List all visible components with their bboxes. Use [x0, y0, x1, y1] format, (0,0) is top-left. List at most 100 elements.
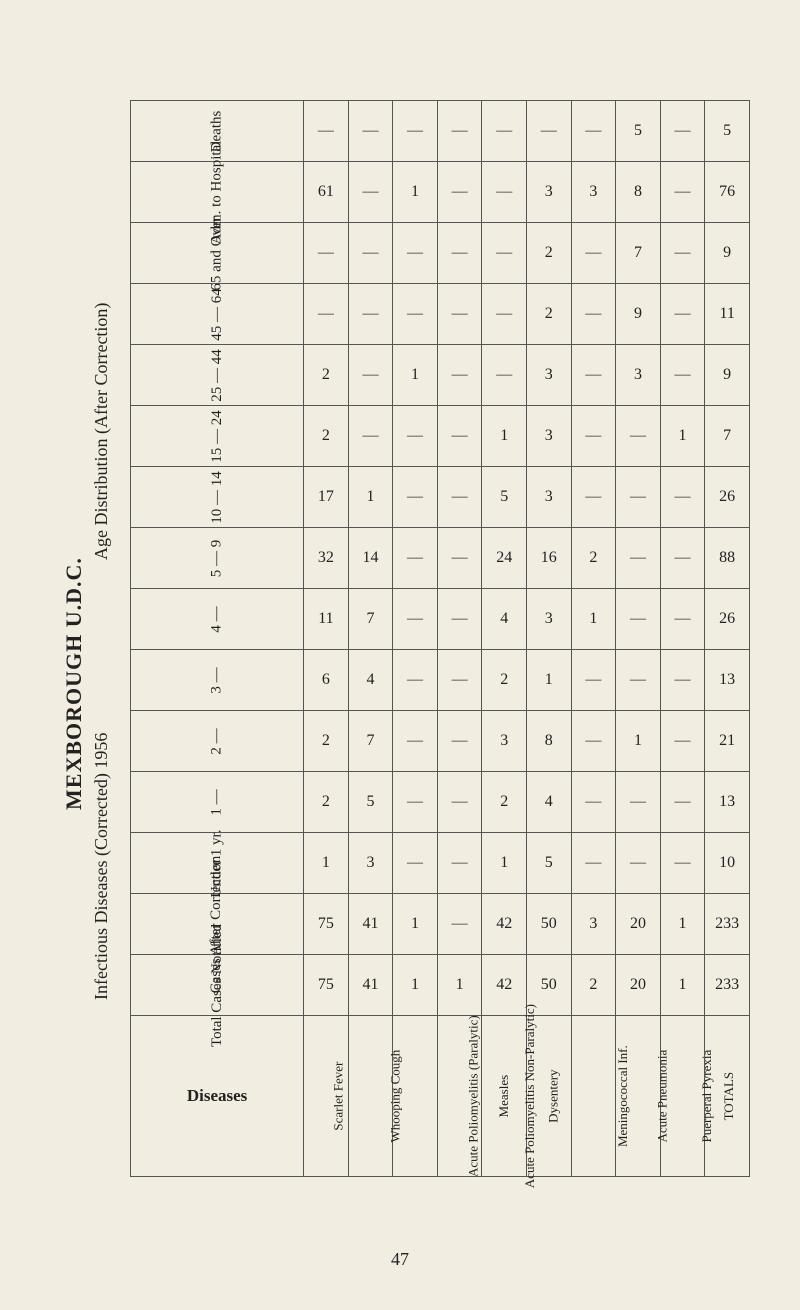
subtitle-2: Age Distribution (After Correction) — [91, 303, 112, 560]
data-cell: 4 — [482, 589, 527, 650]
data-cell — [393, 650, 438, 711]
data-cell: 20 — [616, 955, 661, 1016]
row-header-label: 5 — 9 — [209, 540, 226, 578]
data-cell — [571, 833, 616, 894]
column-header: Meningococcal Inf. — [571, 1016, 616, 1177]
row-header-label: 10 — 14 — [209, 471, 226, 524]
data-cell: 1 — [304, 833, 349, 894]
table-row: 5 — 932142416288 — [131, 528, 750, 589]
data-cell: 41 — [348, 894, 393, 955]
table-wrap: Deaths55Adm. to Hospital6113387665 and O… — [130, 100, 750, 1177]
data-cell — [304, 101, 349, 162]
data-cell: 24 — [482, 528, 527, 589]
data-cell — [393, 406, 438, 467]
data-cell: 1 — [482, 833, 527, 894]
data-cell — [482, 284, 527, 345]
data-cell: 1 — [393, 345, 438, 406]
column-header-label: Puerperal Pyrexia — [700, 1050, 714, 1143]
data-cell: 13 — [705, 650, 750, 711]
table-row: 15 — 2421317 — [131, 406, 750, 467]
data-cell: 75 — [304, 955, 349, 1016]
column-header-label: Scarlet Fever — [331, 1062, 345, 1131]
data-cell — [437, 467, 482, 528]
data-cell: 8 — [527, 711, 572, 772]
data-cell — [393, 101, 438, 162]
data-cell — [482, 223, 527, 284]
data-cell: 1 — [482, 406, 527, 467]
data-cell: 7 — [705, 406, 750, 467]
data-cell — [437, 345, 482, 406]
data-cell — [348, 345, 393, 406]
row-header: 25 — 44 — [131, 345, 304, 406]
data-cell — [393, 711, 438, 772]
data-cell — [571, 711, 616, 772]
data-cell — [482, 101, 527, 162]
diseases-label: Diseases — [187, 1086, 247, 1105]
data-cell: 17 — [304, 467, 349, 528]
data-cell — [437, 223, 482, 284]
data-cell — [437, 528, 482, 589]
data-cell: 9 — [705, 223, 750, 284]
data-cell — [348, 284, 393, 345]
data-cell: 1 — [393, 894, 438, 955]
data-cell — [571, 345, 616, 406]
column-header-label: Acute Poliomyelitis (Paralytic) — [467, 1015, 481, 1177]
row-header: 15 — 24 — [131, 406, 304, 467]
table-row: 3 —642113 — [131, 650, 750, 711]
page: MEXBOROUGH U.D.C. Infectious Diseases (C… — [0, 0, 800, 1310]
data-cell: 3 — [348, 833, 393, 894]
column-header-label: Acute Pneumonia — [655, 1050, 669, 1143]
data-cell: 3 — [571, 894, 616, 955]
data-cell — [393, 833, 438, 894]
data-cell: 3 — [527, 589, 572, 650]
data-cell — [393, 528, 438, 589]
row-header: 1 — — [131, 772, 304, 833]
subtitle-1: Infectious Diseases (Corrected) 1956 — [91, 733, 112, 1000]
table-row: 1 —252413 — [131, 772, 750, 833]
data-cell — [393, 284, 438, 345]
data-cell: 7 — [616, 223, 661, 284]
data-cell: 3 — [527, 345, 572, 406]
data-cell — [571, 101, 616, 162]
data-cell: 3 — [571, 162, 616, 223]
data-cell — [616, 650, 661, 711]
data-cell — [660, 162, 705, 223]
data-cell: 16 — [527, 528, 572, 589]
data-cell: 11 — [304, 589, 349, 650]
data-cell: 1 — [660, 894, 705, 955]
data-cell: 13 — [705, 772, 750, 833]
column-header: Whooping Cough — [348, 1016, 393, 1177]
row-header-label: 1 — — [209, 789, 226, 815]
data-cell — [660, 284, 705, 345]
data-cell: 7 — [348, 589, 393, 650]
data-cell: 26 — [705, 467, 750, 528]
data-cell — [437, 772, 482, 833]
row-header-label: 15 — 24 — [209, 410, 226, 463]
data-cell — [660, 772, 705, 833]
data-cell — [571, 467, 616, 528]
data-cell: 2 — [304, 345, 349, 406]
data-cell: 6 — [304, 650, 349, 711]
data-cell: 1 — [437, 955, 482, 1016]
table-row: 4 —11743126 — [131, 589, 750, 650]
data-cell: 50 — [527, 894, 572, 955]
data-cell: 1 — [348, 467, 393, 528]
row-header: 3 — — [131, 650, 304, 711]
data-cell: 1 — [393, 162, 438, 223]
data-cell — [304, 223, 349, 284]
data-cell — [348, 101, 393, 162]
data-cell — [571, 406, 616, 467]
data-cell: 3 — [482, 711, 527, 772]
data-cell — [393, 223, 438, 284]
data-cell: 1 — [660, 406, 705, 467]
data-cell: 233 — [705, 894, 750, 955]
data-cell: 3 — [527, 467, 572, 528]
data-cell: 8 — [616, 162, 661, 223]
data-cell — [437, 406, 482, 467]
data-cell — [660, 467, 705, 528]
row-header: 10 — 14 — [131, 467, 304, 528]
data-cell: 2 — [304, 406, 349, 467]
data-cell — [660, 345, 705, 406]
column-header: Measles — [482, 1016, 527, 1177]
row-header: 45 — 64 — [131, 284, 304, 345]
